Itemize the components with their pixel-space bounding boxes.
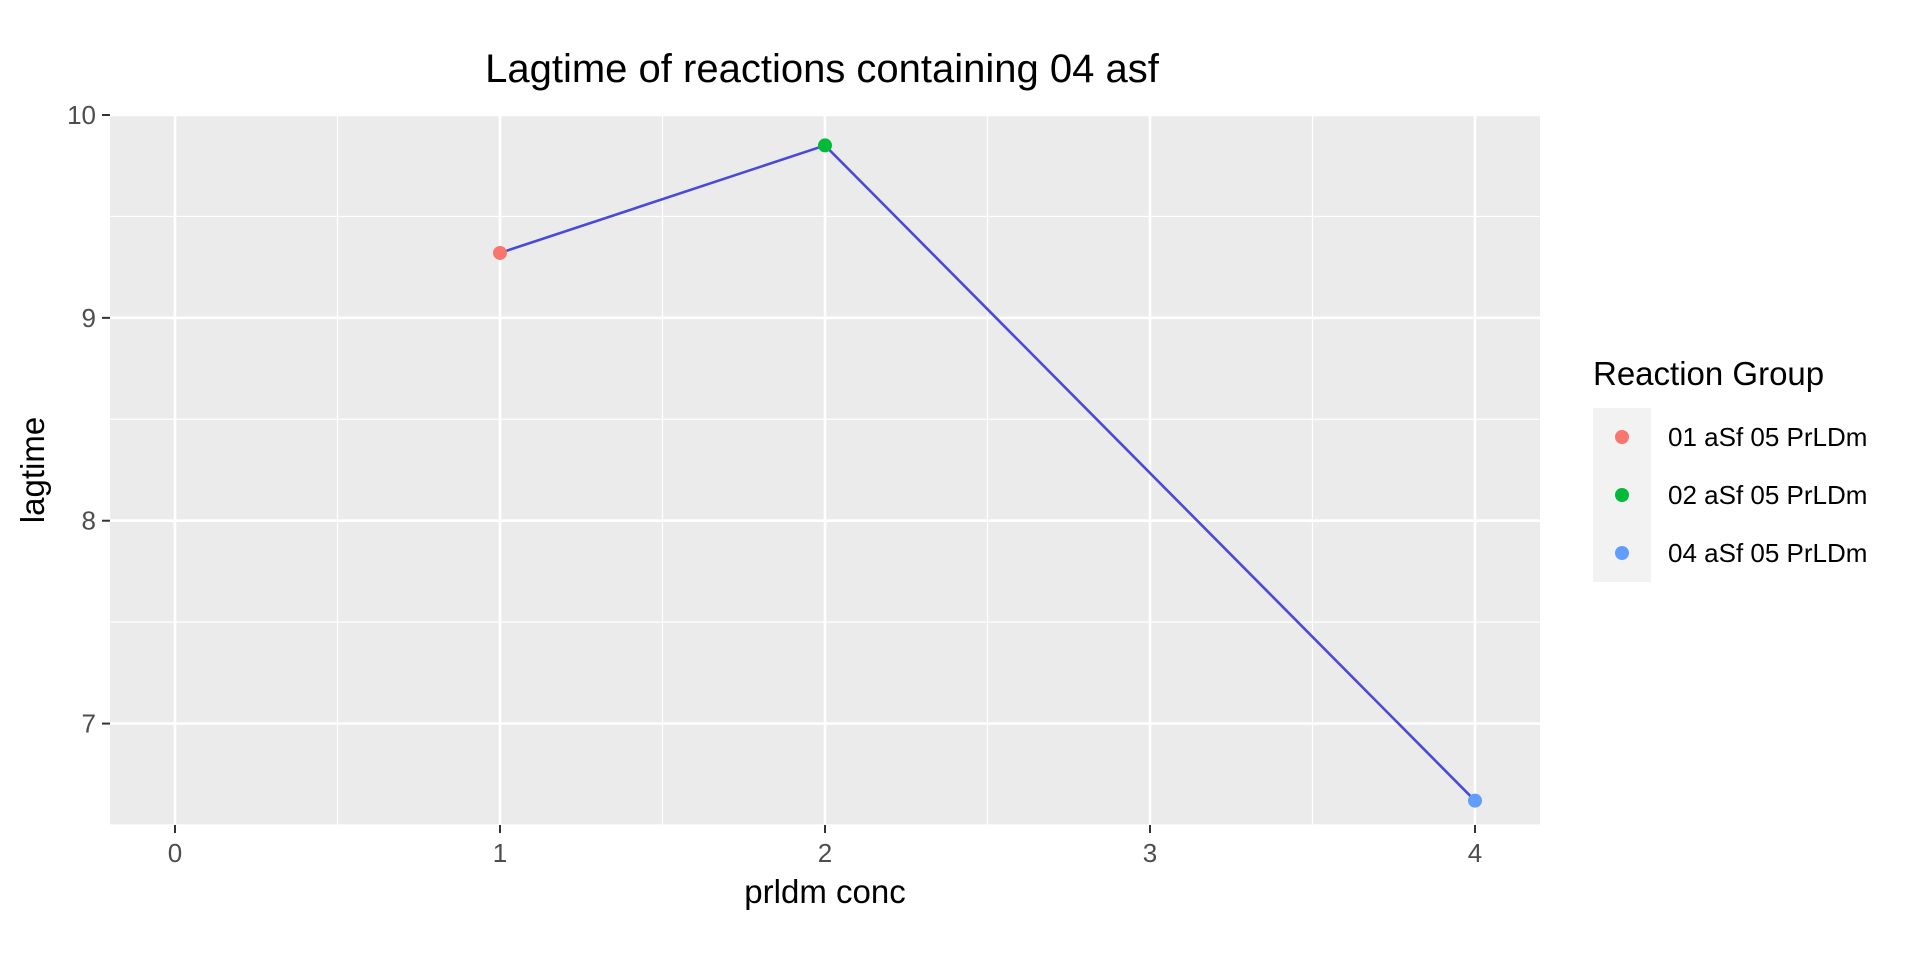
x-tick-label: 2 xyxy=(818,838,832,868)
legend: Reaction Group 01 aSf 05 PrLDm 02 aSf 05 … xyxy=(1593,355,1867,582)
chart-title: Lagtime of reactions containing 04 asf xyxy=(485,47,1160,91)
y-tick-label: 10 xyxy=(67,100,96,130)
legend-key xyxy=(1615,546,1629,560)
major-gridlines xyxy=(110,113,1540,825)
y-axis-title: lagtime xyxy=(14,417,51,523)
x-tick-label: 0 xyxy=(168,838,182,868)
legend-title: Reaction Group xyxy=(1593,355,1824,392)
x-tick-label: 3 xyxy=(1143,838,1157,868)
data-point xyxy=(493,245,507,260)
y-tick-label: 9 xyxy=(82,303,96,333)
axis-ticks xyxy=(102,114,1476,833)
series-layer xyxy=(493,138,1482,808)
y-tick-label: 7 xyxy=(82,709,96,739)
y-tick-label: 8 xyxy=(82,506,96,536)
legend-items: 01 aSf 05 PrLDm 02 aSf 05 PrLDm 04 aSf 05 … xyxy=(1615,422,1867,568)
legend-label: 02 aSf 05 PrLDm xyxy=(1668,480,1867,510)
y-axis-tick-labels: 7 8 9 10 xyxy=(67,100,96,739)
data-point xyxy=(1468,793,1482,808)
x-axis-title: prldm conc xyxy=(744,873,905,910)
legend-key xyxy=(1615,430,1629,444)
legend-label: 01 aSf 05 PrLDm xyxy=(1668,422,1867,452)
x-axis-tick-labels: 0 1 2 3 4 xyxy=(168,838,1482,868)
x-tick-label: 4 xyxy=(1468,838,1482,868)
legend-label: 04 aSf 05 PrLDm xyxy=(1668,538,1867,568)
x-tick-label: 1 xyxy=(493,838,507,868)
legend-key xyxy=(1615,488,1629,502)
data-point xyxy=(818,138,832,153)
